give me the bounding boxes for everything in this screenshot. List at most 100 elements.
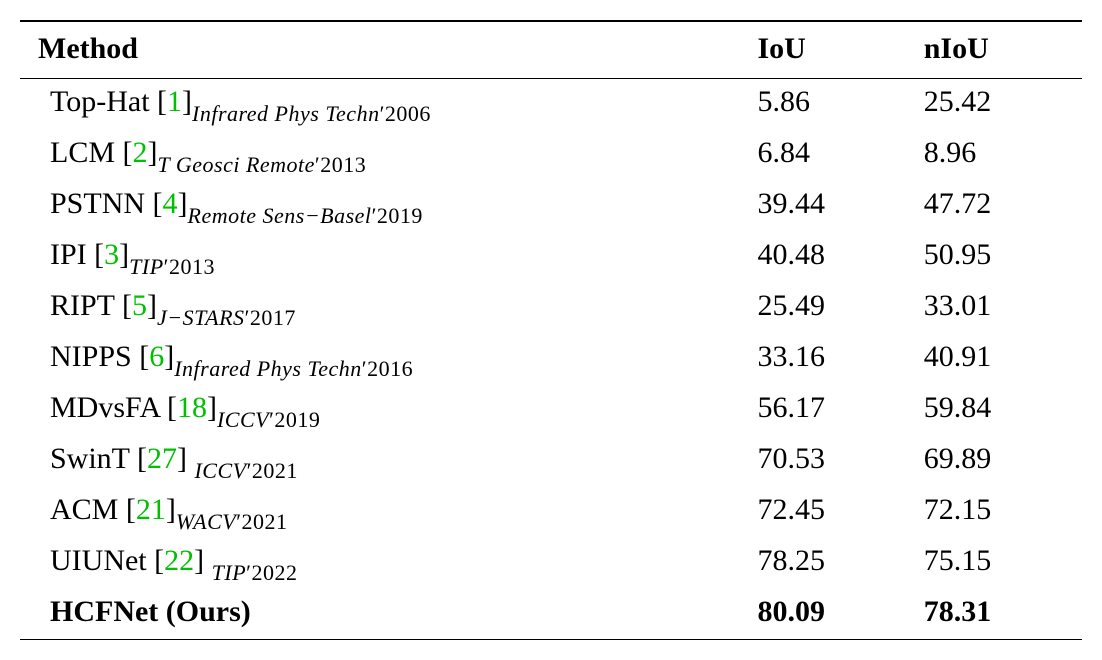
niou-cell: 75.15: [916, 538, 1082, 589]
venue-name: T Geosci Remote: [158, 152, 315, 177]
venue-year: ′2013: [164, 254, 215, 279]
citation-number: 22: [164, 544, 194, 577]
table-row: NIPPS [6]Infrared Phys Techn′201633.1640…: [20, 334, 1082, 385]
iou-cell: 39.44: [749, 181, 915, 232]
venue-name: J−STARS: [157, 305, 245, 330]
method-name: UIUNet: [50, 544, 147, 577]
venue-name: Infrared Phys Techn: [192, 101, 380, 126]
venue-subscript: TIP′2022: [212, 560, 298, 585]
method-cell: HCFNet (Ours): [20, 589, 749, 640]
citation-number: 18: [177, 391, 207, 424]
method-name: IPI: [50, 238, 87, 271]
citation-number: 5: [132, 289, 147, 322]
iou-cell: 5.86: [749, 79, 915, 131]
citation-number: 6: [149, 340, 164, 373]
table-row: ACM [21]WACV′202172.4572.15: [20, 487, 1082, 538]
venue-name: Remote Sens−Basel: [188, 203, 372, 228]
table-row: MDvsFA [18]ICCV′201956.1759.84: [20, 385, 1082, 436]
venue-name: TIP: [212, 560, 247, 585]
iou-cell: 80.09: [749, 589, 915, 640]
venue-year: ′2019: [372, 203, 423, 228]
venue-subscript: Infrared Phys Techn′2006: [192, 101, 431, 126]
venue-name: WACV: [176, 509, 236, 534]
method-name: PSTNN: [50, 187, 145, 220]
method-cell: ACM [21]WACV′2021: [20, 487, 749, 538]
citation-number: 21: [136, 493, 166, 526]
venue-name: TIP: [129, 254, 164, 279]
venue-name: Infrared Phys Techn: [174, 356, 362, 381]
iou-cell: 56.17: [749, 385, 915, 436]
venue-subscript: Infrared Phys Techn′2016: [174, 356, 413, 381]
table-row: LCM [2]T Geosci Remote′20136.848.96: [20, 130, 1082, 181]
method-cell: NIPPS [6]Infrared Phys Techn′2016: [20, 334, 749, 385]
table-row: IPI [3]TIP′201340.4850.95: [20, 232, 1082, 283]
niou-cell: 47.72: [916, 181, 1082, 232]
venue-year: ′2021: [236, 509, 287, 534]
table-header-row: Method IoU nIoU: [20, 21, 1082, 79]
method-name: ACM: [50, 493, 118, 526]
niou-cell: 25.42: [916, 79, 1082, 131]
method-name: HCFNet (Ours): [50, 595, 251, 628]
niou-cell: 69.89: [916, 436, 1082, 487]
table-row: HCFNet (Ours) 80.0978.31: [20, 589, 1082, 640]
method-name: NIPPS: [50, 340, 132, 373]
venue-subscript: J−STARS′2017: [157, 305, 296, 330]
iou-cell: 33.16: [749, 334, 915, 385]
iou-cell: 72.45: [749, 487, 915, 538]
niou-cell: 50.95: [916, 232, 1082, 283]
citation-number: 4: [163, 187, 178, 220]
method-name: LCM: [50, 136, 115, 169]
niou-cell: 8.96: [916, 130, 1082, 181]
iou-cell: 25.49: [749, 283, 915, 334]
citation-number: 3: [104, 238, 119, 271]
table-row: Top-Hat [1]Infrared Phys Techn′20065.862…: [20, 79, 1082, 131]
venue-year: ′2019: [269, 407, 320, 432]
venue-year: ′2006: [380, 101, 431, 126]
venue-subscript: ICCV′2021: [194, 458, 297, 483]
method-cell: SwinT [27] ICCV′2021: [20, 436, 749, 487]
col-header-iou: IoU: [749, 21, 915, 79]
table-row: PSTNN [4]Remote Sens−Basel′201939.4447.7…: [20, 181, 1082, 232]
venue-year: ′2017: [245, 305, 296, 330]
iou-cell: 70.53: [749, 436, 915, 487]
venue-subscript: WACV′2021: [176, 509, 288, 534]
venue-subscript: TIP′2013: [129, 254, 215, 279]
niou-cell: 40.91: [916, 334, 1082, 385]
venue-subscript: T Geosci Remote′2013: [158, 152, 367, 177]
method-cell: PSTNN [4]Remote Sens−Basel′2019: [20, 181, 749, 232]
method-name: Top-Hat: [50, 85, 150, 118]
iou-cell: 6.84: [749, 130, 915, 181]
citation-number: 27: [147, 442, 177, 475]
col-header-method: Method: [20, 21, 749, 79]
method-cell: RIPT [5]J−STARS′2017: [20, 283, 749, 334]
venue-name: ICCV: [217, 407, 269, 432]
table-row: SwinT [27] ICCV′202170.5369.89: [20, 436, 1082, 487]
niou-cell: 72.15: [916, 487, 1082, 538]
table-body: Top-Hat [1]Infrared Phys Techn′20065.862…: [20, 79, 1082, 640]
venue-subscript: Remote Sens−Basel′2019: [188, 203, 423, 228]
method-name: RIPT: [50, 289, 114, 322]
method-name: SwinT: [50, 442, 129, 475]
iou-cell: 78.25: [749, 538, 915, 589]
table-row: RIPT [5]J−STARS′201725.4933.01: [20, 283, 1082, 334]
niou-cell: 59.84: [916, 385, 1082, 436]
table-row: UIUNet [22] TIP′202278.2575.15: [20, 538, 1082, 589]
method-name: MDvsFA: [50, 391, 159, 424]
citation-number: 2: [133, 136, 148, 169]
method-cell: MDvsFA [18]ICCV′2019: [20, 385, 749, 436]
method-cell: Top-Hat [1]Infrared Phys Techn′2006: [20, 79, 749, 131]
venue-year: ′2021: [247, 458, 298, 483]
method-cell: UIUNet [22] TIP′2022: [20, 538, 749, 589]
venue-year: ′2013: [315, 152, 366, 177]
niou-cell: 33.01: [916, 283, 1082, 334]
venue-subscript: ICCV′2019: [217, 407, 320, 432]
venue-name: ICCV: [194, 458, 246, 483]
method-cell: IPI [3]TIP′2013: [20, 232, 749, 283]
venue-year: ′2016: [362, 356, 413, 381]
citation-number: 1: [167, 85, 182, 118]
niou-cell: 78.31: [916, 589, 1082, 640]
results-table: Method IoU nIoU Top-Hat [1]Infrared Phys…: [20, 20, 1082, 640]
venue-year: ′2022: [246, 560, 297, 585]
col-header-niou: nIoU: [916, 21, 1082, 79]
iou-cell: 40.48: [749, 232, 915, 283]
